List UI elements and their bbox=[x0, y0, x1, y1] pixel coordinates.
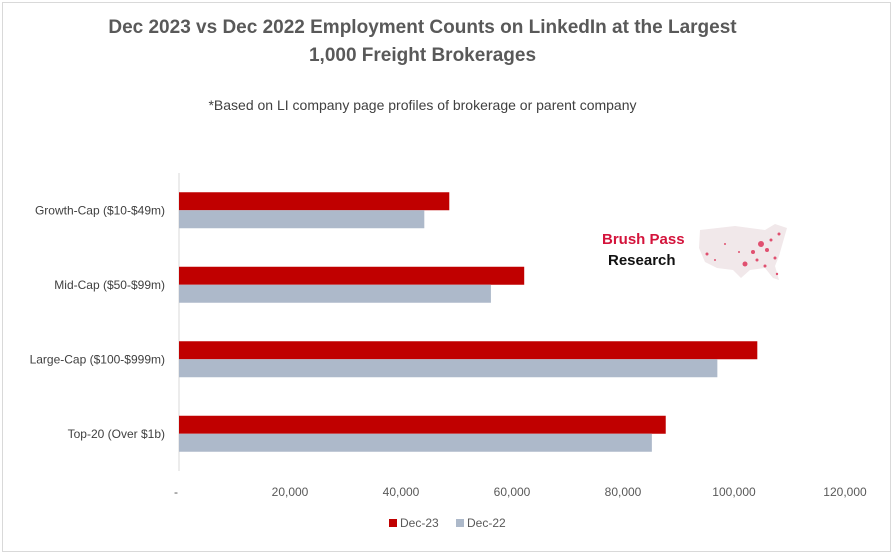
x-tick-label: 40,000 bbox=[383, 485, 420, 499]
legend-swatch-dec-22 bbox=[456, 519, 464, 527]
chart-subtitle: *Based on LI company page profiles of br… bbox=[208, 97, 637, 113]
chart-title: Dec 2023 vs Dec 2022 Employment Counts o… bbox=[0, 14, 845, 70]
category-label: Large-Cap ($100-$999m) bbox=[30, 352, 165, 366]
bar-dec-23 bbox=[179, 192, 450, 211]
legend-label: Dec-22 bbox=[467, 516, 506, 530]
legend-label: Dec-23 bbox=[400, 516, 439, 530]
bar-dec-22 bbox=[179, 433, 652, 452]
x-tick-label: 60,000 bbox=[494, 485, 531, 499]
title-line-1: Dec 2023 vs Dec 2022 Employment Counts o… bbox=[108, 17, 737, 38]
x-tick-label: 20,000 bbox=[272, 485, 309, 499]
x-tick-label: 80,000 bbox=[605, 485, 642, 499]
logo-line-2: Research bbox=[608, 252, 676, 269]
category-label: Growth-Cap ($10-$49m) bbox=[35, 203, 165, 217]
bar-dec-23 bbox=[179, 415, 666, 434]
logo-line-1: Brush Pass bbox=[602, 231, 685, 248]
bar-dec-23 bbox=[179, 341, 758, 360]
category-label: Mid-Cap ($50-$99m) bbox=[54, 278, 165, 292]
bar-dec-22 bbox=[179, 359, 718, 378]
x-tick-label: - bbox=[174, 485, 178, 499]
bar-dec-22 bbox=[179, 284, 491, 303]
us-map-icon bbox=[699, 224, 787, 280]
bar-dec-23 bbox=[179, 266, 525, 285]
x-tick-label: 100,000 bbox=[712, 485, 756, 499]
bar-dec-22 bbox=[179, 210, 425, 229]
x-tick-label: 120,000 bbox=[823, 485, 867, 499]
title-line-2: 1,000 Freight Brokerages bbox=[308, 45, 537, 66]
category-label: Top-20 (Over $1b) bbox=[68, 427, 165, 441]
brush-pass-logo: Brush Pass Research bbox=[600, 220, 800, 290]
legend-swatch-dec-23 bbox=[389, 519, 397, 527]
